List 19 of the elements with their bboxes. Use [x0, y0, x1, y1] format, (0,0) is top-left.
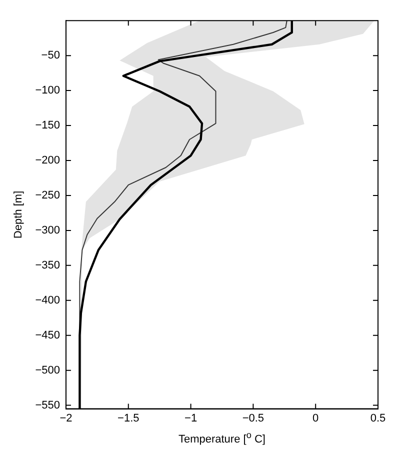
y-tick-label: −50 [41, 50, 60, 62]
y-tick-label: −250 [35, 189, 60, 202]
y-tick-label: −150 [35, 120, 60, 132]
y-tick-label: −300 [35, 224, 60, 236]
x-tick-label: 0.5 [370, 412, 386, 424]
y-tick-label: −500 [35, 364, 60, 376]
x-tick-label: −1 [184, 412, 198, 424]
x-tick-label: 0 [312, 412, 319, 424]
y-tick-label: −450 [35, 329, 60, 342]
x-tick-label: −0.5 [242, 412, 264, 424]
y-axis-title: Depth [m] [12, 190, 25, 239]
x-tick-label: −2 [60, 412, 72, 424]
x-axis-title: Temperature [$^{o}$ C] [177, 429, 266, 447]
y-tick-label: −100 [35, 84, 60, 97]
y-tick-label: −400 [35, 294, 60, 306]
y-tick-label: −200 [35, 154, 60, 167]
y-tick-label: −350 [35, 259, 60, 272]
y-tick-label: −550 [35, 399, 60, 412]
x-tick-label: −1.5 [118, 412, 140, 424]
